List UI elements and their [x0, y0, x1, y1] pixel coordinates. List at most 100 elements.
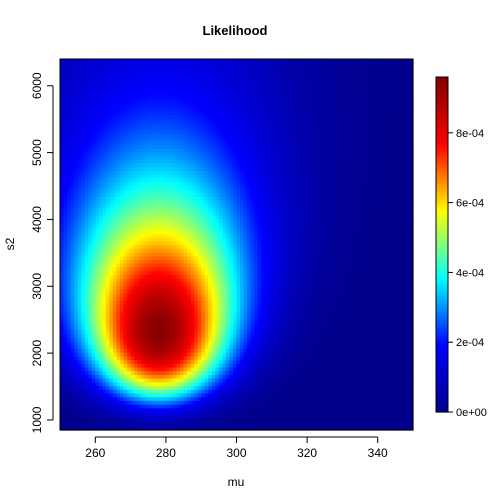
heatmap-cell	[84, 192, 89, 197]
heatmap-cell	[172, 96, 178, 101]
heatmap-cell	[162, 381, 167, 387]
heatmap-cell	[95, 185, 100, 190]
heatmap-cell	[162, 366, 167, 372]
heatmap-cell	[194, 177, 199, 183]
heatmap-cell	[169, 92, 174, 97]
heatmap-cell	[102, 244, 107, 249]
heatmap-cell	[127, 170, 132, 175]
heatmap-cell	[194, 92, 199, 97]
heatmap-cell	[112, 196, 118, 201]
heatmap-cell	[215, 274, 220, 279]
heatmap-cell	[172, 270, 178, 275]
heatmap-cell	[134, 296, 139, 301]
heatmap-cell	[183, 110, 188, 116]
heatmap-cell	[63, 110, 68, 116]
heatmap-cell	[109, 140, 114, 145]
heatmap-cell	[162, 159, 167, 164]
heatmap-cell	[88, 240, 93, 246]
heatmap-cell	[148, 240, 153, 246]
heatmap-cell	[215, 177, 220, 183]
heatmap-cell	[155, 211, 160, 216]
heatmap-cell	[169, 326, 174, 331]
heatmap-cell	[162, 274, 167, 279]
heatmap-cell	[197, 415, 202, 420]
heatmap-cell	[232, 155, 238, 160]
heatmap-cell	[98, 174, 103, 179]
heatmap-cell	[194, 84, 199, 90]
heatmap-cell	[123, 70, 128, 75]
heatmap-cell	[127, 133, 132, 138]
heatmap-cell	[211, 192, 216, 197]
heatmap-cell	[194, 196, 199, 201]
heatmap-cell	[190, 207, 195, 212]
heatmap-cell	[60, 240, 65, 246]
heatmap-cell	[225, 155, 231, 160]
heatmap-cell	[197, 392, 202, 398]
heatmap-cell	[201, 92, 206, 97]
heatmap-cell	[116, 292, 121, 298]
heatmap-cell	[67, 244, 72, 249]
heatmap-cell	[158, 107, 163, 112]
heatmap-cell	[172, 329, 178, 335]
heatmap-cell	[81, 188, 86, 194]
heatmap-cell	[158, 251, 163, 257]
heatmap-cell	[229, 318, 234, 324]
heatmap-cell	[155, 237, 160, 242]
heatmap-cell	[112, 389, 118, 394]
heatmap-cell	[63, 344, 68, 349]
heatmap-cell	[127, 114, 132, 119]
heatmap-cell	[134, 114, 139, 119]
heatmap-cell	[81, 348, 86, 353]
heatmap-cell	[225, 129, 231, 134]
heatmap-cell	[88, 88, 93, 93]
heatmap-cell	[222, 333, 227, 338]
heatmap-cell	[218, 162, 223, 168]
heatmap-cell	[176, 255, 181, 260]
heatmap-cell	[127, 270, 132, 275]
heatmap-cell	[225, 392, 231, 398]
heatmap-cell	[70, 426, 75, 431]
heatmap-cell	[204, 199, 209, 205]
heatmap-cell	[134, 370, 139, 375]
heatmap-cell	[70, 59, 75, 64]
heatmap-cell	[155, 289, 160, 294]
heatmap-cell	[158, 118, 163, 123]
heatmap-cell	[67, 318, 72, 324]
heatmap-cell	[208, 389, 213, 394]
heatmap-cell	[232, 333, 238, 338]
heatmap-cell	[109, 99, 114, 105]
heatmap-cell	[74, 118, 79, 123]
heatmap-cell	[81, 400, 86, 405]
heatmap-cell	[229, 411, 234, 416]
heatmap-cell	[134, 207, 139, 212]
heatmap-cell	[218, 225, 223, 231]
heatmap-cell	[197, 103, 202, 108]
heatmap-cell	[60, 314, 65, 320]
heatmap-cell	[215, 222, 220, 227]
heatmap-cell	[194, 274, 199, 279]
heatmap-cell	[172, 84, 178, 90]
heatmap-cell	[148, 133, 153, 138]
heatmap-cell	[141, 185, 146, 190]
heatmap-cell	[60, 370, 65, 375]
heatmap-cell	[102, 188, 107, 194]
heatmap-cell	[77, 370, 82, 375]
heatmap-cell	[84, 214, 89, 220]
heatmap-cell	[148, 148, 153, 153]
heatmap-cell	[148, 140, 153, 145]
heatmap-cell	[123, 151, 128, 157]
heatmap-cell	[211, 281, 216, 286]
heatmap-cell	[74, 326, 79, 331]
heatmap-cell	[201, 370, 206, 375]
heatmap-cell	[183, 166, 188, 171]
heatmap-cell	[141, 237, 146, 242]
heatmap-cell	[127, 66, 132, 71]
heatmap-cell	[84, 166, 89, 171]
heatmap-cell	[102, 166, 107, 171]
heatmap-cell	[84, 289, 89, 294]
heatmap-cell	[120, 407, 125, 413]
heatmap-cell	[127, 277, 132, 283]
heatmap-cell	[130, 59, 135, 64]
heatmap-cell	[225, 151, 231, 157]
heatmap-cell	[172, 263, 178, 268]
